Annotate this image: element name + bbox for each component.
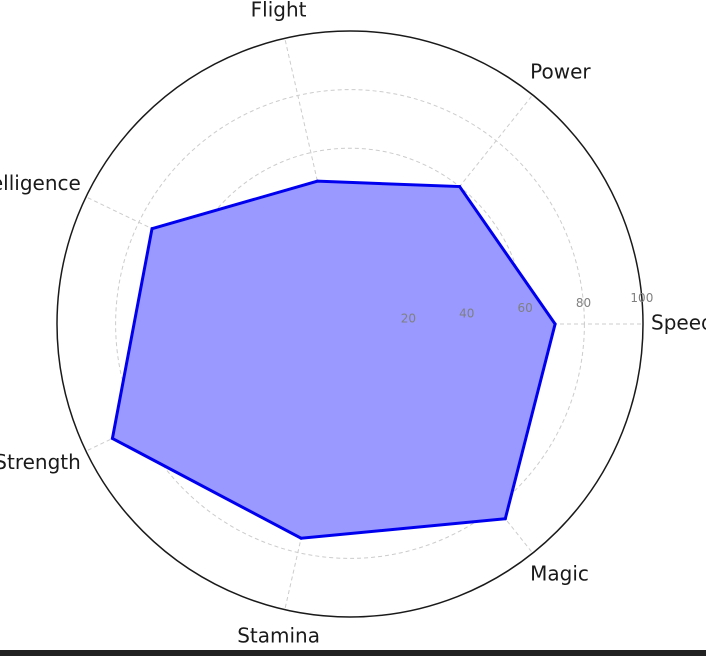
axis-label-intelligence: Intelligence — [0, 171, 81, 195]
data-point-flight — [315, 179, 319, 183]
series-area — [112, 181, 556, 539]
axis-label-strength: Strength — [0, 450, 81, 474]
r-tick-label-80: 80 — [576, 296, 591, 310]
axis-label-flight: Flight — [251, 0, 307, 22]
data-point-power — [458, 185, 462, 189]
r-tick-label-60: 60 — [517, 301, 532, 315]
r-tick-label-20: 20 — [401, 311, 416, 325]
axis-label-magic: Magic — [530, 561, 589, 585]
data-point-intelligence — [150, 227, 154, 231]
axis-label-power: Power — [530, 60, 591, 84]
data-point-magic — [503, 517, 507, 521]
data-point-speed — [553, 322, 557, 326]
r-tick-label-40: 40 — [459, 306, 474, 320]
data-point-strength — [110, 436, 114, 440]
axis-label-stamina: Stamina — [237, 623, 320, 647]
bottom-bar — [0, 650, 706, 656]
r-tick-label-100: 100 — [630, 291, 653, 305]
tick-layer: 20 40 60 80 100 — [401, 291, 654, 325]
axis-label-speed: Speed — [651, 311, 706, 335]
data-point-stamina — [299, 536, 303, 540]
series-line — [110, 179, 557, 540]
data-layer — [56, 30, 644, 618]
outer-circle — [56, 30, 644, 618]
